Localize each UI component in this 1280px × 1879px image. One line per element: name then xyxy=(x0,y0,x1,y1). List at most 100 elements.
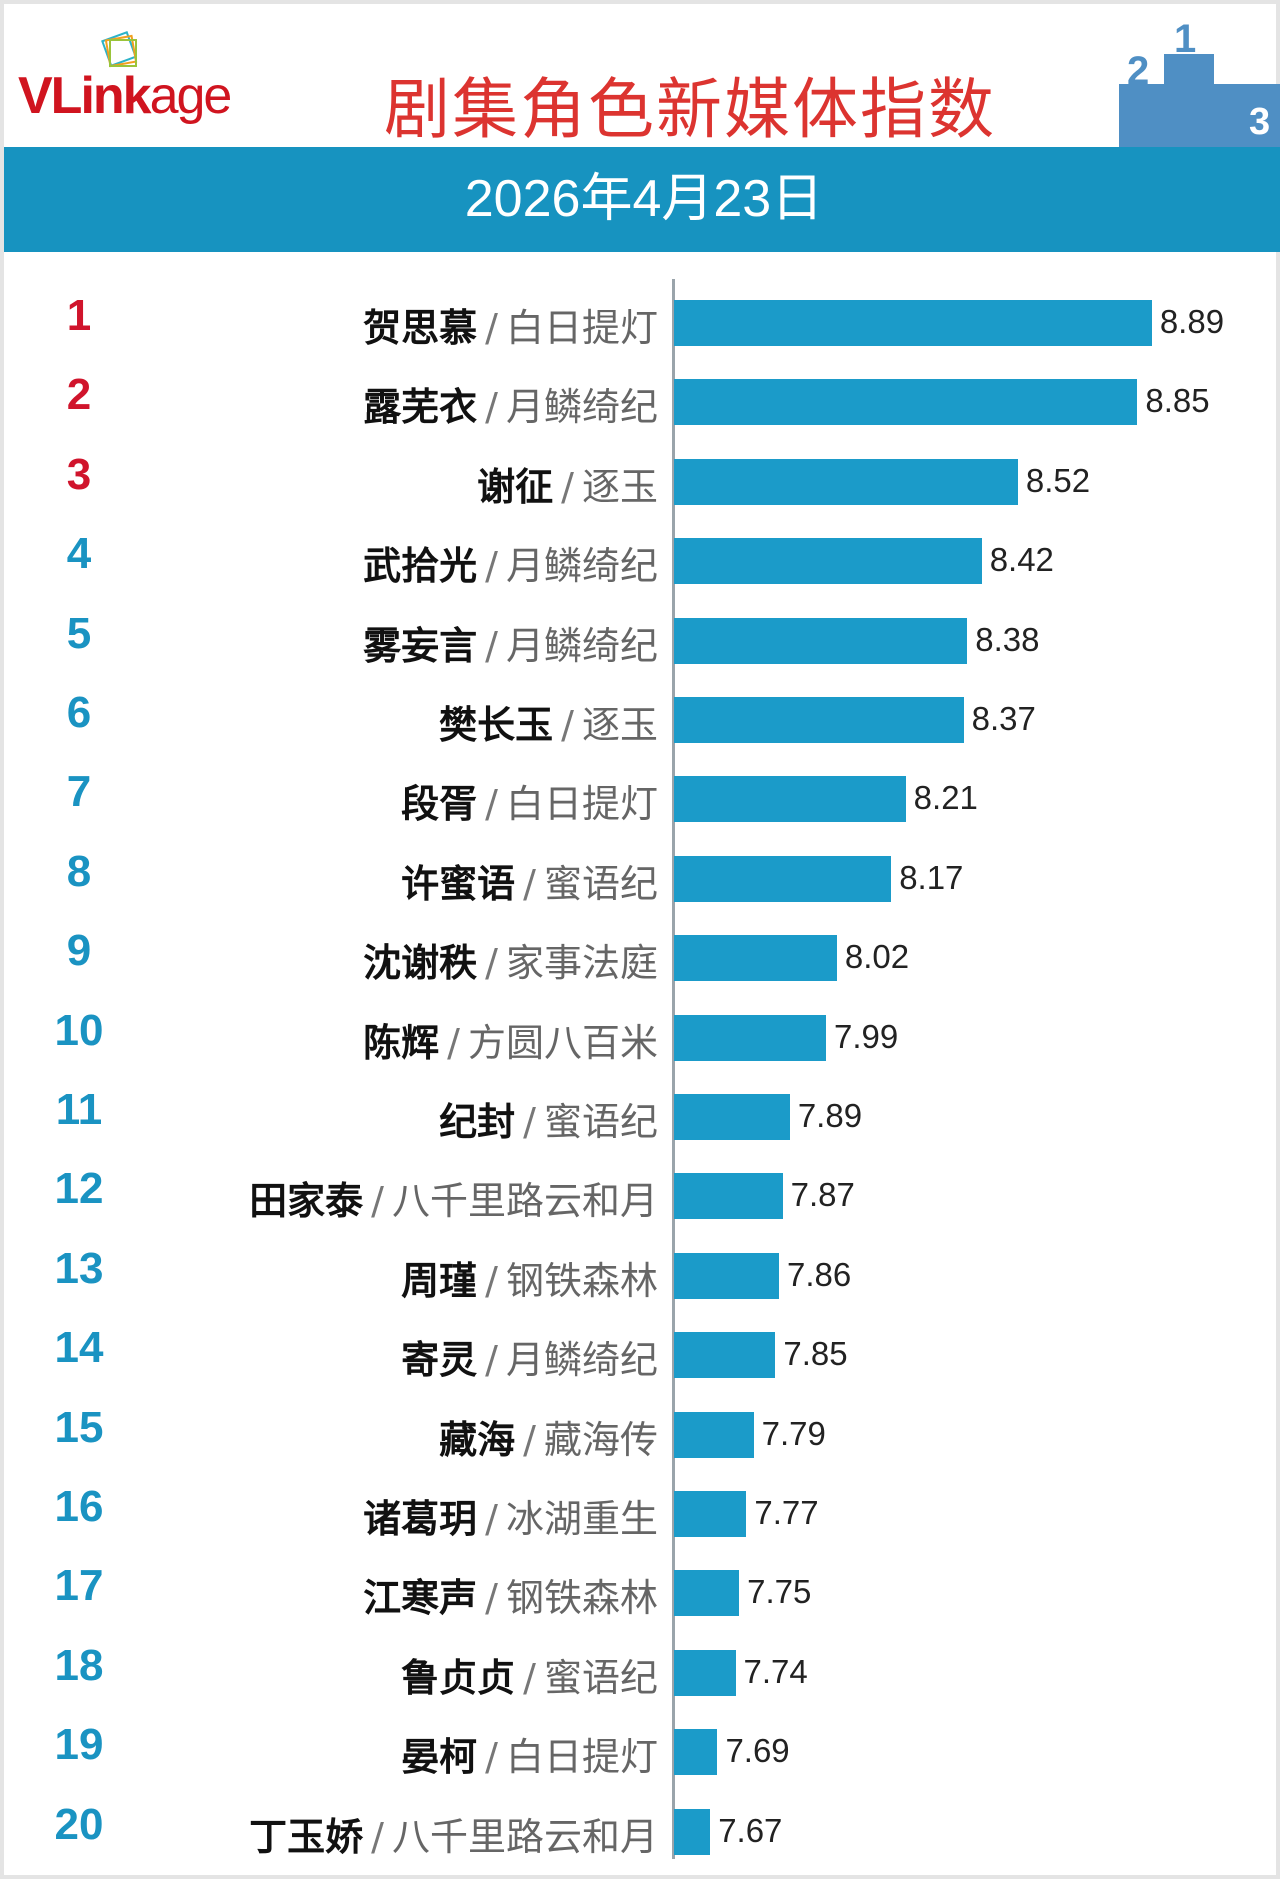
chart-row: 10 陈辉 / 方圆八百米 7.99 xyxy=(4,998,1280,1077)
row-label: 陈辉 / 方圆八百米 xyxy=(363,1012,658,1067)
character-name: 贺思慕 xyxy=(363,306,478,350)
chart-row: 7 段胥 / 白日提灯 8.21 xyxy=(4,759,1280,838)
bar xyxy=(674,1491,747,1537)
chart-row: 20 丁玉娇 / 八千里路云和月 7.67 xyxy=(4,1792,1280,1871)
chart-row: 8 许蜜语 / 蜜语纪 8.17 xyxy=(4,839,1280,918)
row-label: 诸葛玥 / 冰湖重生 xyxy=(363,1488,658,1543)
drama-title: 钢铁森林 xyxy=(505,1258,658,1303)
chart-row: 19 晏柯 / 白日提灯 7.69 xyxy=(4,1712,1280,1791)
chart-row: 6 樊长玉 / 逐玉 8.37 xyxy=(4,680,1280,759)
row-label: 雾妄言 / 月鳞绮纪 xyxy=(363,615,658,670)
chart-row: 12 田家泰 / 八千里路云和月 7.87 xyxy=(4,1156,1280,1235)
value-label: 8.02 xyxy=(844,938,910,976)
bar xyxy=(674,1411,754,1458)
value-label: 8.17 xyxy=(899,858,964,896)
chart-row: 13 周瑾 / 钢铁森林 7.86 xyxy=(4,1236,1280,1315)
drama-title: 钢铁森林 xyxy=(505,1576,658,1621)
character-name: 露芜衣 xyxy=(363,385,478,430)
value-label: 7.69 xyxy=(725,1732,790,1770)
svg-text:2: 2 xyxy=(1127,49,1149,93)
bar xyxy=(674,379,1138,426)
chart-row: 9 沈谢秩 / 家事法庭 8.02 xyxy=(4,918,1280,997)
character-name: 段胥 xyxy=(401,782,478,827)
value-label: 7.85 xyxy=(783,1335,848,1373)
separator: / xyxy=(485,1258,498,1303)
drama-title: 月鳞绮纪 xyxy=(505,1338,658,1383)
drama-title: 白日提灯 xyxy=(505,782,658,827)
bar xyxy=(674,1014,827,1061)
separator: / xyxy=(485,1576,498,1621)
separator: / xyxy=(371,1814,384,1859)
rank-number: 3 xyxy=(66,449,92,499)
drama-title: 藏海传 xyxy=(543,1417,658,1462)
value-label: 8.42 xyxy=(989,541,1054,579)
chart-row: 18 鲁贞贞 / 蜜语纪 7.74 xyxy=(4,1633,1280,1712)
separator: / xyxy=(523,861,536,906)
value-label: 8.89 xyxy=(1159,303,1225,340)
bar xyxy=(674,935,837,982)
value-label: 7.74 xyxy=(743,1652,808,1690)
value-label: 7.77 xyxy=(754,1494,819,1531)
row-label: 沈谢秩 / 家事法庭 xyxy=(363,932,658,987)
value-label: 7.75 xyxy=(747,1573,812,1611)
bar xyxy=(674,855,892,902)
character-name: 雾妄言 xyxy=(363,623,478,668)
drama-title: 白日提灯 xyxy=(505,306,658,350)
drama-title: 月鳞绮纪 xyxy=(505,385,658,430)
drama-title: 八千里路云和月 xyxy=(391,1814,658,1859)
row-label: 许蜜语 / 蜜语纪 xyxy=(401,853,658,908)
chart-row: 16 诸葛玥 / 冰湖重生 7.77 xyxy=(4,1474,1280,1553)
separator: / xyxy=(485,1338,498,1383)
rank-number: 2 xyxy=(66,370,92,420)
row-label: 藏海 / 藏海传 xyxy=(439,1409,658,1464)
character-name: 晏柯 xyxy=(401,1735,478,1780)
row-label: 江寒声 / 钢铁森林 xyxy=(363,1567,658,1622)
character-name: 丁玉娇 xyxy=(249,1814,364,1859)
chart-row: 5 雾妄言 / 月鳞绮纪 8.38 xyxy=(4,601,1280,680)
drama-title: 月鳞绮纪 xyxy=(505,544,658,589)
drama-title: 家事法庭 xyxy=(505,941,658,986)
chart-row: 11 纪封 / 蜜语纪 7.89 xyxy=(4,1077,1280,1156)
drama-title: 蜜语纪 xyxy=(543,1100,658,1144)
row-label: 贺思慕 / 白日提灯 xyxy=(363,297,658,352)
separator: / xyxy=(371,1179,384,1224)
value-label: 7.87 xyxy=(790,1176,855,1214)
rank-number: 14 xyxy=(54,1323,104,1373)
bar xyxy=(674,1729,718,1776)
separator: / xyxy=(447,1020,460,1065)
bar xyxy=(674,1570,740,1617)
separator: / xyxy=(485,1735,498,1780)
rank-number: 4 xyxy=(66,529,92,579)
svg-text:3: 3 xyxy=(1249,101,1270,143)
drama-title: 月鳞绮纪 xyxy=(505,623,658,668)
rank-number: 11 xyxy=(55,1085,103,1134)
row-label: 晏柯 / 白日提灯 xyxy=(401,1726,658,1781)
chart-row: 2 露芜衣 / 月鳞绮纪 8.85 xyxy=(4,362,1280,441)
bar xyxy=(674,1649,736,1696)
character-name: 纪封 xyxy=(439,1100,516,1144)
rank-number: 18 xyxy=(54,1640,104,1690)
row-label: 武拾光 / 月鳞绮纪 xyxy=(363,535,658,590)
value-label: 8.37 xyxy=(971,700,1036,737)
separator: / xyxy=(523,1655,536,1700)
logo-frames-icon xyxy=(101,31,138,68)
rank-number: 6 xyxy=(66,688,92,737)
value-label: 8.38 xyxy=(975,620,1040,658)
character-name: 寄灵 xyxy=(401,1338,478,1383)
character-name: 周瑾 xyxy=(401,1258,478,1303)
separator: / xyxy=(485,941,498,986)
rank-number: 8 xyxy=(66,846,92,896)
rank-number: 16 xyxy=(54,1482,104,1531)
value-label: 7.79 xyxy=(761,1414,826,1452)
drama-title: 冰湖重生 xyxy=(505,1497,658,1541)
bar xyxy=(674,1094,790,1140)
bar xyxy=(674,1173,783,1220)
rank-number: 20 xyxy=(54,1799,104,1849)
separator: / xyxy=(485,782,498,827)
separator: / xyxy=(561,464,574,509)
drama-title: 蜜语纪 xyxy=(543,861,658,906)
row-label: 谢征 / 逐玉 xyxy=(477,456,658,511)
vlinkage-logo: VLinkage xyxy=(18,31,288,125)
character-name: 江寒声 xyxy=(363,1576,478,1621)
character-name: 沈谢秩 xyxy=(363,941,478,986)
